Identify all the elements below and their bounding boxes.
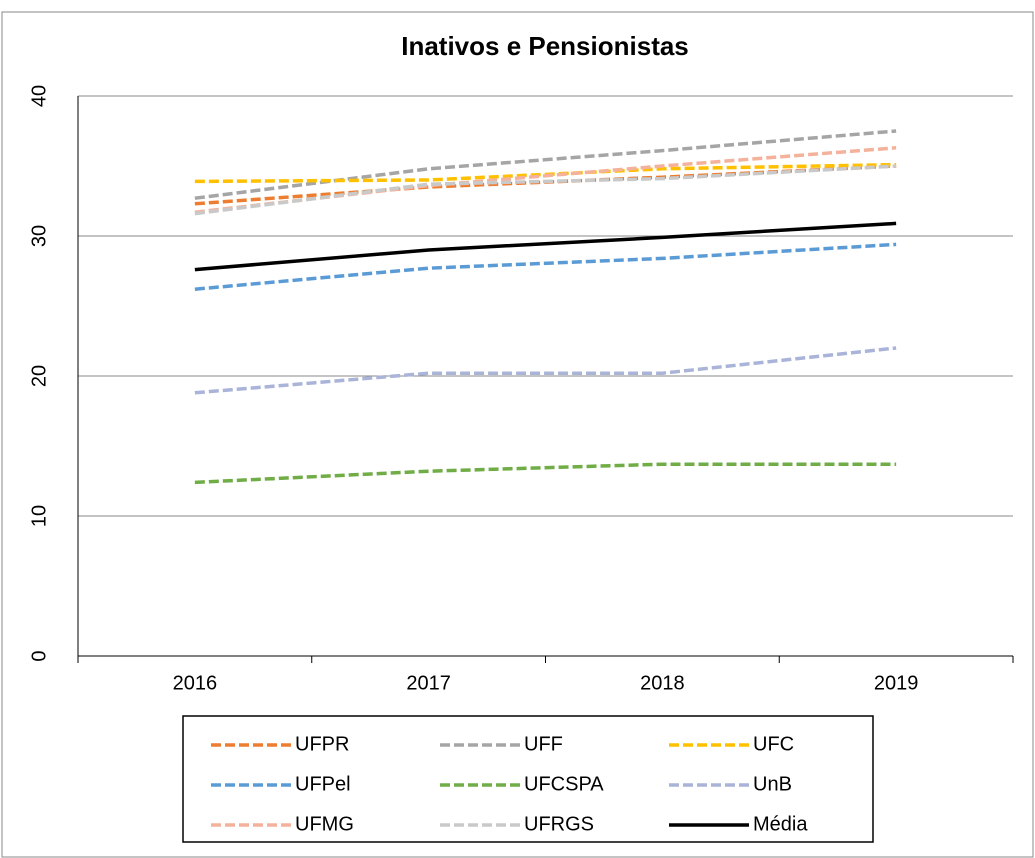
legend-label: UFC bbox=[753, 733, 794, 755]
legend-label: UFRGS bbox=[524, 813, 594, 835]
y-tick-label: 10 bbox=[28, 505, 50, 527]
series-line bbox=[194, 129, 897, 200]
series-line bbox=[194, 164, 897, 216]
legend-label: UFPel bbox=[295, 773, 351, 795]
legend-label: UnB bbox=[753, 773, 792, 795]
series-line bbox=[194, 462, 897, 485]
x-tick-label: 2017 bbox=[406, 672, 451, 694]
y-tick-label: 20 bbox=[28, 365, 50, 387]
legend-label: UFF bbox=[524, 733, 563, 755]
legend-label: UFMG bbox=[295, 813, 354, 835]
chart-title: Inativos e Pensionistas bbox=[401, 31, 689, 61]
y-tick-label: 0 bbox=[28, 650, 50, 661]
series-line bbox=[194, 346, 897, 395]
legend-label: UFPR bbox=[295, 733, 349, 755]
legend-label: Média bbox=[753, 813, 808, 835]
series-line bbox=[194, 221, 897, 272]
legend-label: UFCSPA bbox=[524, 773, 604, 795]
y-tick-label: 30 bbox=[28, 225, 50, 247]
x-tick-label: 2019 bbox=[874, 672, 919, 694]
legend-box bbox=[182, 715, 874, 843]
x-tick-label: 2016 bbox=[173, 672, 218, 694]
series-line bbox=[194, 242, 897, 291]
y-tick-label: 40 bbox=[28, 85, 50, 107]
x-tick-label: 2018 bbox=[640, 672, 685, 694]
